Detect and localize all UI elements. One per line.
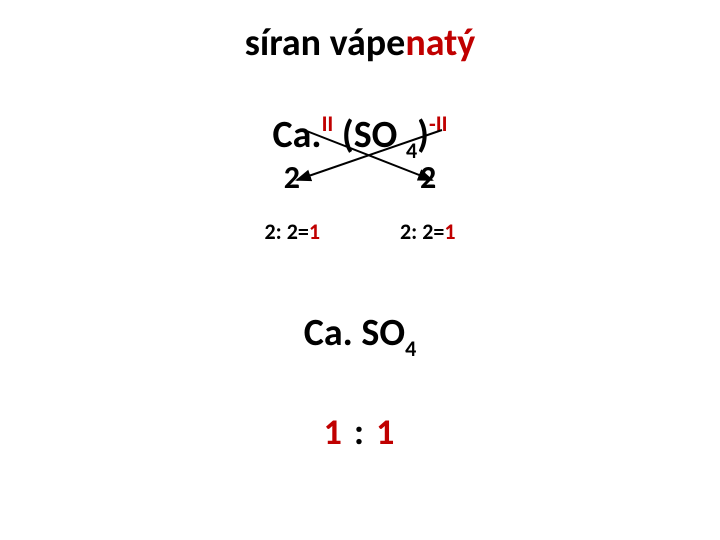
simplification-row: 2: 2=12: 2=1: [0, 218, 720, 245]
final-ratio-colon: :: [344, 410, 376, 454]
title-part-red: natý: [405, 20, 475, 66]
compound-name-title: síran vápenatý: [0, 20, 720, 66]
final-ratio-left: 1: [324, 410, 344, 454]
final-formula-text: Ca. SO: [304, 310, 405, 356]
element-ca: Ca.: [273, 112, 322, 158]
final-ratio: 1 : 1: [0, 410, 720, 454]
final-ratio-right: 1: [376, 410, 396, 454]
slide-container: síran vápenatý Ca.II (SO 4)-II 22 2: 2=1…: [0, 0, 720, 540]
formula-with-oxidation: Ca.II (SO 4)-II: [0, 112, 720, 162]
final-formula: Ca. SO4: [0, 310, 720, 360]
group-open: (SO: [333, 112, 406, 158]
ratio-left-result: 1: [309, 218, 320, 245]
swapped-left: 2: [284, 158, 300, 197]
group-close: ): [417, 112, 429, 158]
oxidation-ca: II: [322, 110, 334, 137]
ratio-right-prefix: 2: 2=: [400, 218, 444, 245]
title-part-black: síran vápe: [245, 20, 406, 66]
ratio-right-result: 1: [444, 218, 455, 245]
swapped-right: 2: [420, 158, 436, 197]
swapped-numbers-row: 22: [0, 158, 720, 197]
oxidation-so4: -II: [429, 110, 447, 137]
final-formula-sub: 4: [405, 335, 416, 362]
ratio-left-prefix: 2: 2=: [265, 218, 309, 245]
